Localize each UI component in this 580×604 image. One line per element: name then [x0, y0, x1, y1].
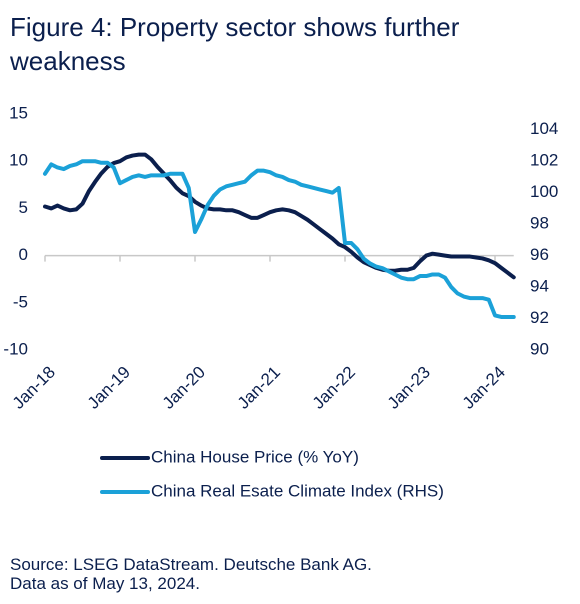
chart-title: Figure 4: Property sector shows further … — [10, 12, 460, 76]
source-line: Data as of May 13, 2024. — [10, 574, 200, 593]
y2-tick-label: 100 — [530, 182, 558, 201]
x-tick-label: Jan-22 — [309, 363, 359, 413]
legend-label: China Real Esate Climate Index (RHS) — [151, 481, 444, 500]
series-line — [43, 159, 516, 319]
y2-tick-label: 102 — [530, 151, 558, 170]
y-tick-label: -5 — [13, 292, 28, 311]
x-tick-label: Jan-21 — [234, 363, 284, 413]
y-tick-label: -10 — [3, 339, 28, 358]
y-tick-label: 10 — [9, 151, 28, 170]
x-tick-label: Jan-20 — [159, 363, 209, 413]
y2-tick-label: 96 — [530, 245, 549, 264]
y2-tick-label: 90 — [530, 339, 549, 358]
legend-label: China House Price (% YoY) — [151, 447, 359, 466]
y2-tick-label: 104 — [530, 119, 558, 138]
y2-tick-label: 98 — [530, 214, 549, 233]
x-tick-label: Jan-19 — [84, 363, 134, 413]
y-tick-label: 5 — [19, 198, 28, 217]
series-line — [43, 152, 516, 280]
y-tick-label: 0 — [19, 245, 28, 264]
y2-tick-label: 92 — [530, 308, 549, 327]
y2-tick-label: 94 — [530, 277, 549, 296]
source-line: Source: LSEG DataStream. Deutsche Bank A… — [10, 555, 372, 574]
y-tick-label: 15 — [9, 103, 28, 122]
x-tick-label: Jan-18 — [9, 363, 59, 413]
x-tick-label: Jan-24 — [459, 363, 509, 413]
x-tick-label: Jan-23 — [384, 363, 434, 413]
